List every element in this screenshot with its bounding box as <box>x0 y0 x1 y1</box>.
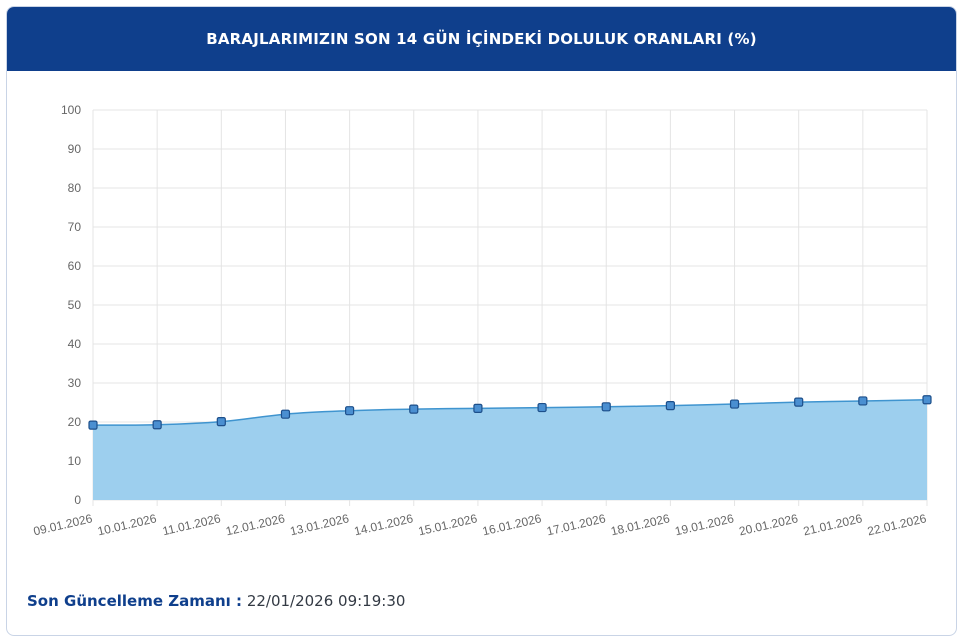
data-point <box>537 402 547 413</box>
chart-header: BARAJLARIMIZIN SON 14 GÜN İÇİNDEKİ DOLUL… <box>7 7 956 71</box>
x-tick-label: 17.01.2026 <box>545 511 607 538</box>
y-tick-label: 40 <box>68 337 82 351</box>
x-tick-label: 12.01.2026 <box>224 511 286 538</box>
data-point <box>280 409 291 419</box>
x-tick-label: 11.01.2026 <box>161 511 222 538</box>
x-tick-label: 18.01.2026 <box>609 511 671 538</box>
area-chart: 0 10 20 30 40 50 60 70 80 90 100 09.01.2026 10.01.20… <box>32 103 932 538</box>
data-point <box>729 399 740 409</box>
y-tick-label: 80 <box>68 181 82 195</box>
y-tick-label: 0 <box>74 493 81 507</box>
x-tick-label: 15.01.2026 <box>417 511 479 538</box>
y-tick-label: 30 <box>68 376 82 390</box>
data-point <box>345 406 355 416</box>
data-point <box>409 404 419 414</box>
y-tick-label: 20 <box>68 415 82 429</box>
data-point <box>922 395 932 405</box>
chart-card: BARAJLARIMIZIN SON 14 GÜN İÇİNDEKİ DOLUL… <box>6 6 957 636</box>
data-point <box>473 403 483 413</box>
y-tick-label: 60 <box>68 259 82 273</box>
series-area <box>93 399 927 500</box>
last-update: Son Güncelleme Zamanı : 22/01/2026 09:19… <box>27 592 405 610</box>
data-point <box>794 397 804 407</box>
series-line <box>92 399 928 426</box>
x-tick-label: 13.01.2026 <box>289 511 351 538</box>
chart-title: BARAJLARIMIZIN SON 14 GÜN İÇİNDEKİ DOLUL… <box>206 30 757 48</box>
data-point <box>601 402 611 412</box>
x-tick-label: 20.01.2026 <box>738 511 800 538</box>
x-tick-label: 14.01.2026 <box>353 511 415 538</box>
last-update-value: 22/01/2026 09:19:30 <box>246 592 406 610</box>
data-point <box>88 420 98 430</box>
x-tick-label: 21.01.2026 <box>802 511 864 538</box>
y-tick-label: 10 <box>68 454 82 468</box>
x-tick-label: 10.01.2026 <box>96 511 158 538</box>
x-tick-label: 22.01.2026 <box>866 511 928 538</box>
last-update-label: Son Güncelleme Zamanı : <box>27 592 243 610</box>
y-tick-label: 100 <box>61 103 81 117</box>
data-point <box>665 401 675 411</box>
x-tick-label: 16.01.2026 <box>481 511 543 538</box>
x-tick-label: 09.01.2026 <box>32 511 94 538</box>
data-point <box>216 417 226 427</box>
y-tick-label: 50 <box>68 298 82 312</box>
data-point <box>152 420 162 430</box>
data-point <box>858 396 868 406</box>
y-tick-label: 70 <box>68 220 82 234</box>
y-tick-label: 90 <box>68 142 82 156</box>
chart-area: 0 10 20 30 40 50 60 70 80 90 100 09.01.2026 10.01.20… <box>7 71 956 571</box>
x-tick-label: 19.01.2026 <box>674 511 736 538</box>
